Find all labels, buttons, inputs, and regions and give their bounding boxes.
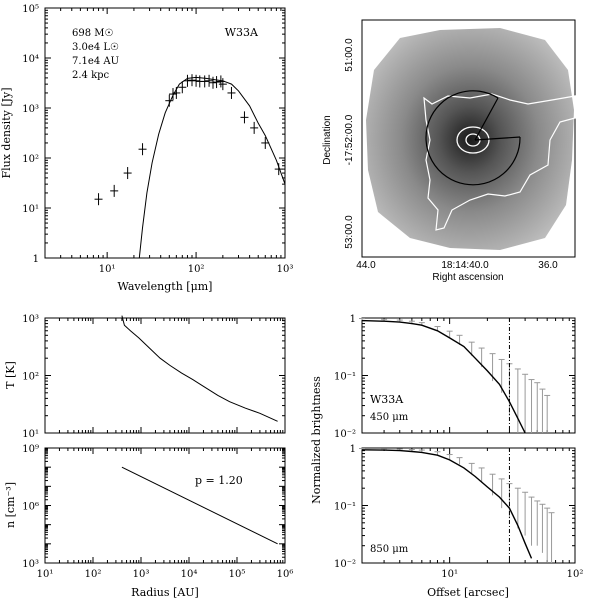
map-panel: 44.0 18:14:40.0 36.0 Right ascension 51:… (322, 19, 576, 283)
temperature-frame (44, 317, 286, 434)
density-xtick-label: 10⁶ (277, 569, 294, 580)
sed-frame (44, 7, 286, 259)
sed-xtick-label: 10² (188, 264, 205, 275)
profile450-model-curve (361, 319, 526, 434)
map-contour-outer (423, 93, 576, 231)
profile450-ytick-label: 10⁻² (334, 429, 356, 440)
profile850-model-curve (361, 449, 533, 559)
density-frame (44, 447, 286, 564)
sed-annotation-distance: 2.4 kpc (72, 70, 110, 81)
map-ytick-top: 51:00.0 (344, 38, 355, 72)
density-xtick-label: 10⁴ (181, 569, 198, 580)
profile-450-panel: W33A 450 μm Normalized brightness 10⁻² 10… (310, 314, 576, 504)
sed-annotation-radius: 7.1e4 AU (72, 56, 119, 67)
sed-ylabel: Flux density [Jy] (0, 87, 13, 178)
temperature-curve (121, 315, 278, 422)
profile850-ytick-label: 10⁻¹ (334, 502, 356, 513)
profile-xlabel: Offset [arcsec] (427, 586, 509, 599)
map-beam-circle (425, 90, 521, 186)
temperature-ylabel: T [K] (4, 361, 17, 389)
profile850-ytick-label: 10⁻² (334, 559, 356, 570)
temperature-ytick-label: 10³ (22, 314, 39, 325)
density-panel: p = 1.20 Radius [AU] n [cm⁻³] 10¹ 10² 10³ 1… (4, 444, 293, 599)
temperature-ytick-label: 10² (22, 372, 39, 383)
map-contour-mid (456, 126, 490, 154)
map-xtick-center: 18:14:40.0 (441, 260, 489, 271)
density-ytick-label: 10⁹ (22, 444, 39, 455)
sed-ytick-label: 10⁵ (22, 4, 39, 15)
profile-450-wavelength: 450 μm (370, 412, 409, 423)
map-ytick-middle: -17:52:00.0 (344, 114, 355, 165)
profile-850-wavelength: 850 μm (370, 544, 409, 555)
sed-panel: W33A 698 M☉ 3.0e4 L☉ 7.1e4 AU 2.4 kpc Wa… (0, 4, 293, 293)
sed-ytick-label: 10³ (22, 104, 39, 115)
profile850-xtick-label: 10¹ (441, 569, 458, 580)
density-xtick-label: 10⁵ (229, 569, 246, 580)
profile450-ytick-label: 1 (350, 314, 356, 325)
density-ylabel: n [cm⁻³] (4, 482, 17, 528)
map-beam-radius-a (474, 97, 499, 141)
profile850-xtick-label: 10² (567, 569, 584, 580)
map-ylabel: Declination (322, 115, 333, 164)
sed-annotation-luminosity: 3.0e4 L☉ (72, 42, 119, 53)
sed-model-curve (138, 76, 286, 259)
profile-ylabel: Normalized brightness (310, 376, 323, 504)
density-slope-label: p = 1.20 (195, 474, 243, 487)
temperature-panel: T [K] 10¹ 10² 10³ (4, 314, 286, 440)
map-xlabel: Right ascension (432, 272, 503, 283)
sed-ytick-label: 10⁴ (22, 54, 39, 65)
profile-450-title: W33A (370, 393, 404, 406)
sed-ytick-label: 10² (22, 154, 39, 165)
map-xtick-right: 36.0 (538, 260, 558, 271)
sed-ytick-label: 10¹ (22, 204, 39, 215)
profile850-ytick-label: 1 (350, 444, 356, 455)
density-xtick-label: 10² (85, 569, 102, 580)
density-curve (121, 466, 278, 545)
density-xtick-label: 10¹ (37, 569, 54, 580)
sed-xlabel: Wavelength [μm] (118, 280, 213, 293)
temperature-ytick-label: 10¹ (22, 429, 39, 440)
sed-xtick-label: 10³ (277, 264, 294, 275)
map-beam-radius-b (474, 136, 521, 141)
sed-xtick-label: 10¹ (99, 264, 116, 275)
density-ytick-label: 10³ (22, 559, 39, 570)
profile-850-panel: 850 μm Offset [arcsec] 10¹ 10² 10⁻² 10⁻¹ 1 (334, 444, 583, 599)
map-emission-region (366, 28, 574, 250)
profile450-ytick-label: 10⁻¹ (334, 372, 356, 383)
density-xlabel: Radius [AU] (131, 586, 199, 599)
map-ytick-bottom: 53:00.0 (344, 215, 355, 249)
density-ytick-label: 10⁶ (22, 502, 39, 513)
sed-title: W33A (225, 26, 259, 39)
density-xtick-label: 10³ (133, 569, 150, 580)
map-xtick-left: 44.0 (356, 260, 376, 271)
sed-annotation-mass: 698 M☉ (72, 28, 114, 39)
sed-ytick-label: 1 (33, 254, 39, 265)
